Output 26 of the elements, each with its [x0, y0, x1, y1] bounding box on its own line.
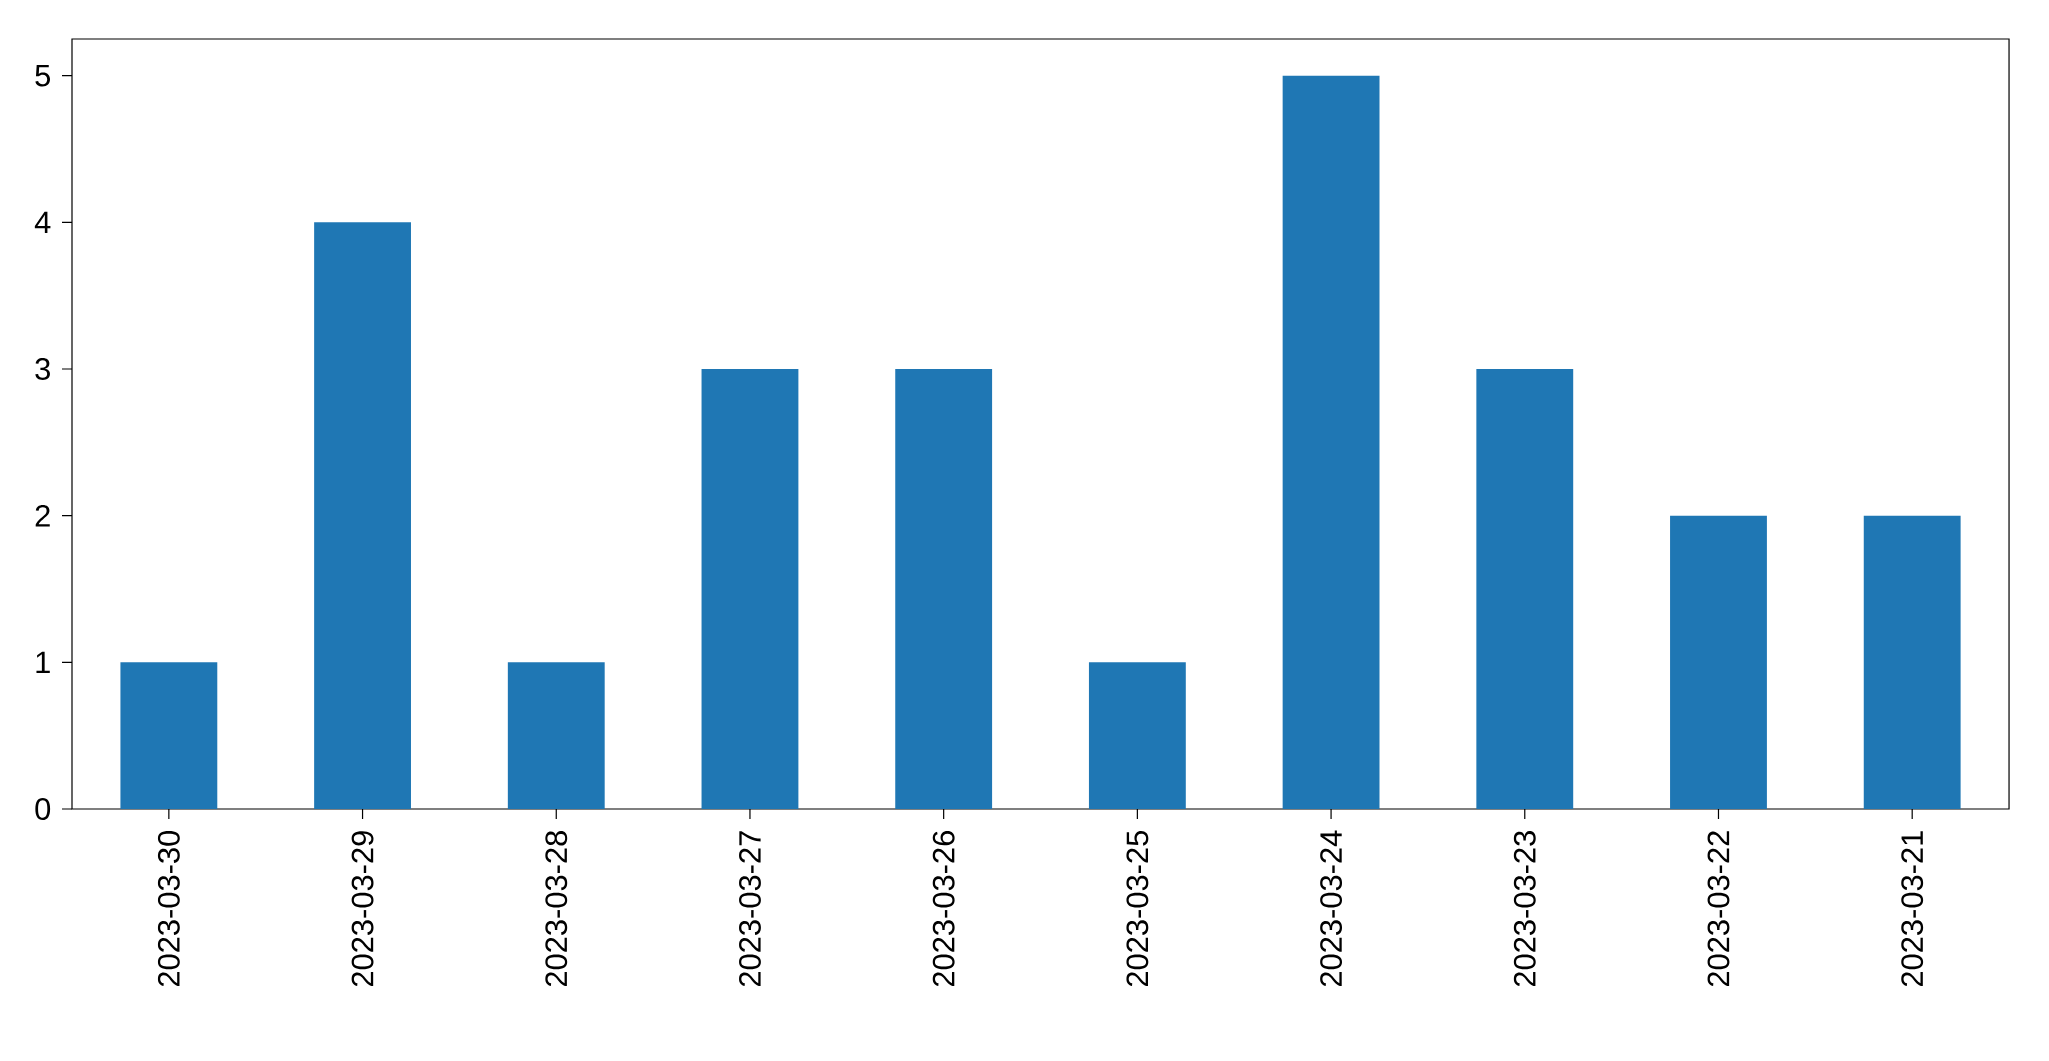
- y-tick-label: 4: [34, 211, 51, 233]
- bar: [701, 368, 799, 809]
- x-tick-label: 2023-03-24: [1320, 830, 1343, 987]
- x-tick-label: 2023-03-22: [1707, 831, 1730, 987]
- x-tick-label: 2023-03-30: [157, 830, 180, 987]
- bar: [1670, 515, 1767, 809]
- x-tick-label: 2023-03-25: [1126, 831, 1149, 987]
- bar: [1476, 368, 1574, 809]
- y-tick-label: 1: [36, 651, 50, 673]
- bar: [120, 662, 218, 809]
- bar: [895, 368, 993, 809]
- bar: [1863, 515, 1961, 809]
- bar: [507, 662, 605, 809]
- x-tick-label: 2023-03-27: [739, 831, 761, 987]
- x-tick-label: 2023-03-29: [351, 831, 374, 987]
- y-tick-label: 5: [35, 64, 51, 87]
- y-tick-label: 0: [35, 798, 51, 820]
- x-tick-label: 2023-03-21: [1901, 831, 1924, 987]
- bar: [1282, 75, 1380, 809]
- y-tick-label: 2: [35, 504, 50, 527]
- x-tick-label: 2023-03-23: [1513, 831, 1536, 987]
- x-tick-label: 2023-03-26: [932, 831, 955, 987]
- y-tick-label: 3: [35, 358, 50, 380]
- x-tick-label: 2023-03-28: [545, 831, 568, 987]
- bar: [314, 222, 411, 809]
- bar: [1088, 662, 1186, 809]
